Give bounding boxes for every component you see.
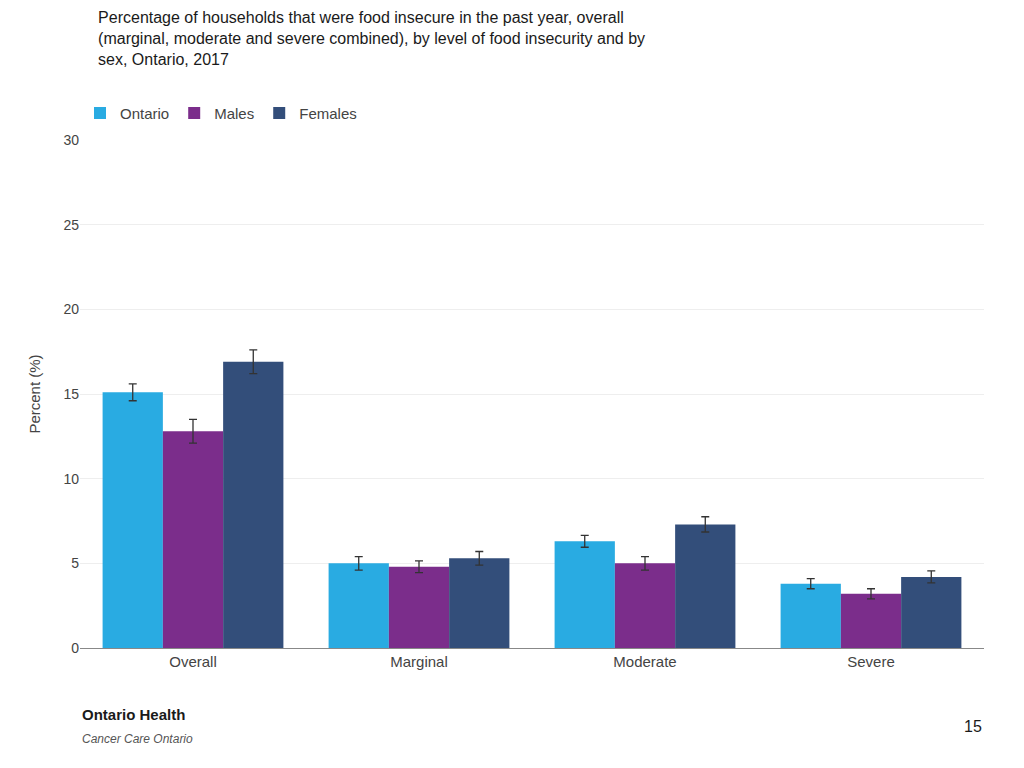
svg-text:10: 10 (63, 471, 79, 487)
svg-text:20: 20 (63, 301, 79, 317)
svg-text:25: 25 (63, 217, 79, 233)
svg-text:Ontario: Ontario (120, 105, 169, 122)
svg-text:0: 0 (71, 640, 79, 656)
svg-text:Overall: Overall (169, 653, 217, 670)
svg-text:Percent (%): Percent (%) (26, 354, 43, 433)
svg-text:30: 30 (63, 132, 79, 148)
svg-text:Males: Males (214, 105, 254, 122)
svg-text:Marginal: Marginal (390, 653, 448, 670)
svg-text:Moderate: Moderate (613, 653, 676, 670)
svg-text:Females: Females (299, 105, 357, 122)
svg-text:15: 15 (964, 718, 982, 735)
svg-text:Cancer Care Ontario: Cancer Care Ontario (82, 732, 193, 746)
svg-text:5: 5 (71, 555, 79, 571)
svg-text:15: 15 (63, 386, 79, 402)
svg-text:Severe: Severe (847, 653, 895, 670)
svg-text:Ontario Health: Ontario Health (82, 706, 185, 723)
svg-text:Percentage of households that: Percentage of households that were food … (98, 9, 645, 68)
